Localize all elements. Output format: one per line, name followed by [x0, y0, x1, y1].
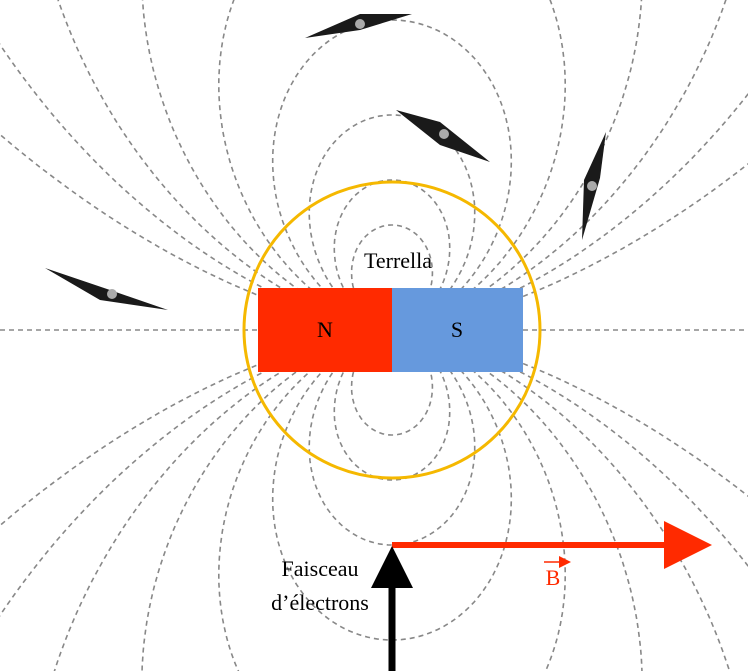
field-label: B — [546, 565, 561, 590]
terrella-label: Terrella — [364, 248, 432, 273]
beam-label: d’électrons — [271, 590, 369, 615]
compass-pivot — [587, 181, 597, 191]
north-label: N — [317, 317, 333, 342]
field-line — [0, 330, 748, 642]
south-label: S — [451, 317, 463, 342]
diagram: N S Terrella B Faisceau d’électrons — [0, 0, 748, 671]
compass-pivot — [355, 19, 365, 29]
field-line — [142, 0, 642, 330]
compasses — [45, 14, 606, 310]
field-line — [273, 20, 512, 330]
field-line — [0, 18, 748, 330]
compass-pivot — [107, 289, 117, 299]
beam-label: Faisceau — [282, 556, 359, 581]
field-line — [219, 0, 565, 330]
field-line — [54, 0, 729, 330]
compass-pivot — [439, 129, 449, 139]
compass — [45, 268, 168, 310]
